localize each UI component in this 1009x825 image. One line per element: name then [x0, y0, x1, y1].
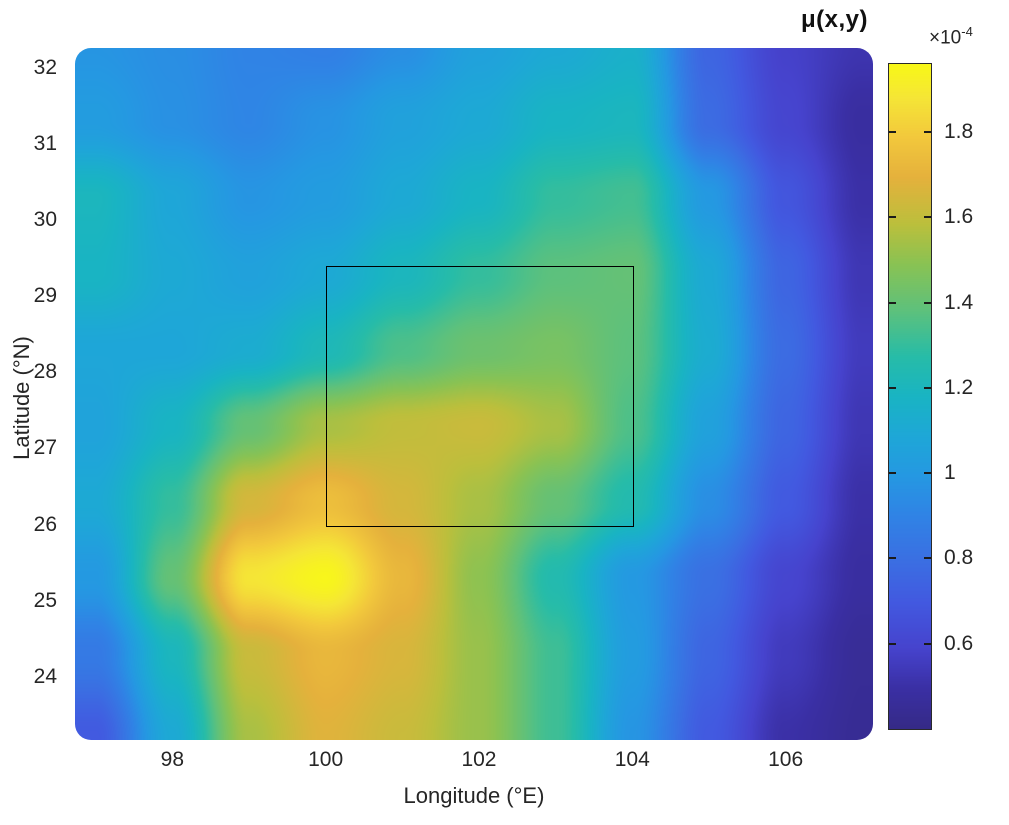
- colorbar-tick-mark-left: [889, 131, 896, 134]
- y-tick-label: 26: [33, 512, 57, 536]
- colorbar-tick-label: 1.6: [944, 205, 974, 229]
- colorbar-tick-mark-right: [924, 301, 931, 304]
- colorbar: [888, 63, 932, 730]
- y-tick-label: 27: [33, 436, 57, 460]
- colorbar-tick-mark-right: [924, 557, 931, 560]
- x-tick-label: 104: [614, 748, 650, 771]
- colorbar-tick-label: 1: [944, 461, 956, 485]
- y-tick-label: 31: [33, 131, 57, 155]
- colorbar-tick-label: 1.2: [944, 375, 974, 399]
- colorbar-tick-mark-right: [924, 386, 931, 389]
- roi-rectangle: [325, 265, 635, 527]
- x-tick-label: 100: [308, 748, 344, 771]
- colorbar-tick-mark-right: [924, 131, 931, 134]
- heatmap-canvas: [75, 48, 873, 740]
- x-tick-label: 106: [768, 748, 804, 771]
- colorbar-multiplier: ×10-4: [929, 24, 973, 49]
- colorbar-tick-mark-left: [889, 386, 896, 389]
- y-tick-label: 25: [33, 588, 57, 612]
- colorbar-tick-label: 1.4: [944, 290, 974, 314]
- y-tick-label: 24: [33, 664, 57, 688]
- y-tick-label: 28: [33, 360, 57, 384]
- colorbar-tick-mark-right: [924, 216, 931, 219]
- y-tick-label: 30: [33, 208, 57, 232]
- colorbar-tick-mark-left: [889, 557, 896, 560]
- colorbar-tick-mark-right: [924, 642, 931, 645]
- colorbar-tick-label: 0.8: [944, 546, 974, 570]
- colorbar-tick-mark-right: [924, 472, 931, 475]
- plot-title: μ(x,y): [800, 6, 868, 33]
- colorbar-tick-mark-left: [889, 301, 896, 304]
- y-axis-label: Latitude (°N): [9, 336, 34, 460]
- colorbar-multiplier-exponent: -4: [961, 24, 973, 39]
- colorbar-tick-label: 1.8: [944, 120, 974, 144]
- x-axis-label: Longitude (°E): [403, 783, 545, 808]
- y-tick-label: 29: [33, 284, 57, 308]
- colorbar-tick-label: 0.6: [944, 631, 974, 655]
- y-tick-label: 32: [33, 55, 57, 79]
- colorbar-tick-mark-left: [889, 216, 896, 219]
- x-tick-label: 98: [160, 748, 185, 771]
- colorbar-tick-mark-left: [889, 642, 896, 645]
- colorbar-multiplier-base: ×10: [929, 27, 962, 49]
- colorbar-tick-mark-left: [889, 472, 896, 475]
- x-tick-label: 102: [461, 748, 497, 771]
